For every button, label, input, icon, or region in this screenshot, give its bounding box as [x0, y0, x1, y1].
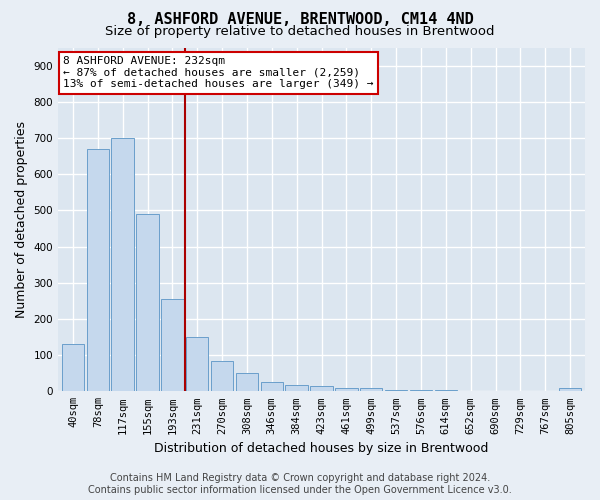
Text: 8 ASHFORD AVENUE: 232sqm
← 87% of detached houses are smaller (2,259)
13% of sem: 8 ASHFORD AVENUE: 232sqm ← 87% of detach…: [64, 56, 374, 90]
Bar: [112, 138, 134, 392]
Bar: [86, 149, 109, 392]
Bar: [136, 214, 159, 392]
Bar: [360, 388, 382, 392]
Bar: [434, 390, 457, 392]
Bar: [410, 390, 432, 392]
Text: Contains HM Land Registry data © Crown copyright and database right 2024.
Contai: Contains HM Land Registry data © Crown c…: [88, 474, 512, 495]
Text: Size of property relative to detached houses in Brentwood: Size of property relative to detached ho…: [105, 25, 495, 38]
Bar: [62, 344, 84, 392]
Bar: [236, 373, 258, 392]
Text: 8, ASHFORD AVENUE, BRENTWOOD, CM14 4ND: 8, ASHFORD AVENUE, BRENTWOOD, CM14 4ND: [127, 12, 473, 28]
Bar: [559, 388, 581, 392]
Bar: [385, 390, 407, 392]
Bar: [186, 337, 208, 392]
Bar: [260, 382, 283, 392]
Bar: [335, 388, 358, 392]
Bar: [161, 299, 184, 392]
Bar: [211, 360, 233, 392]
Bar: [286, 385, 308, 392]
Bar: [310, 386, 333, 392]
X-axis label: Distribution of detached houses by size in Brentwood: Distribution of detached houses by size …: [154, 442, 489, 455]
Y-axis label: Number of detached properties: Number of detached properties: [15, 121, 28, 318]
